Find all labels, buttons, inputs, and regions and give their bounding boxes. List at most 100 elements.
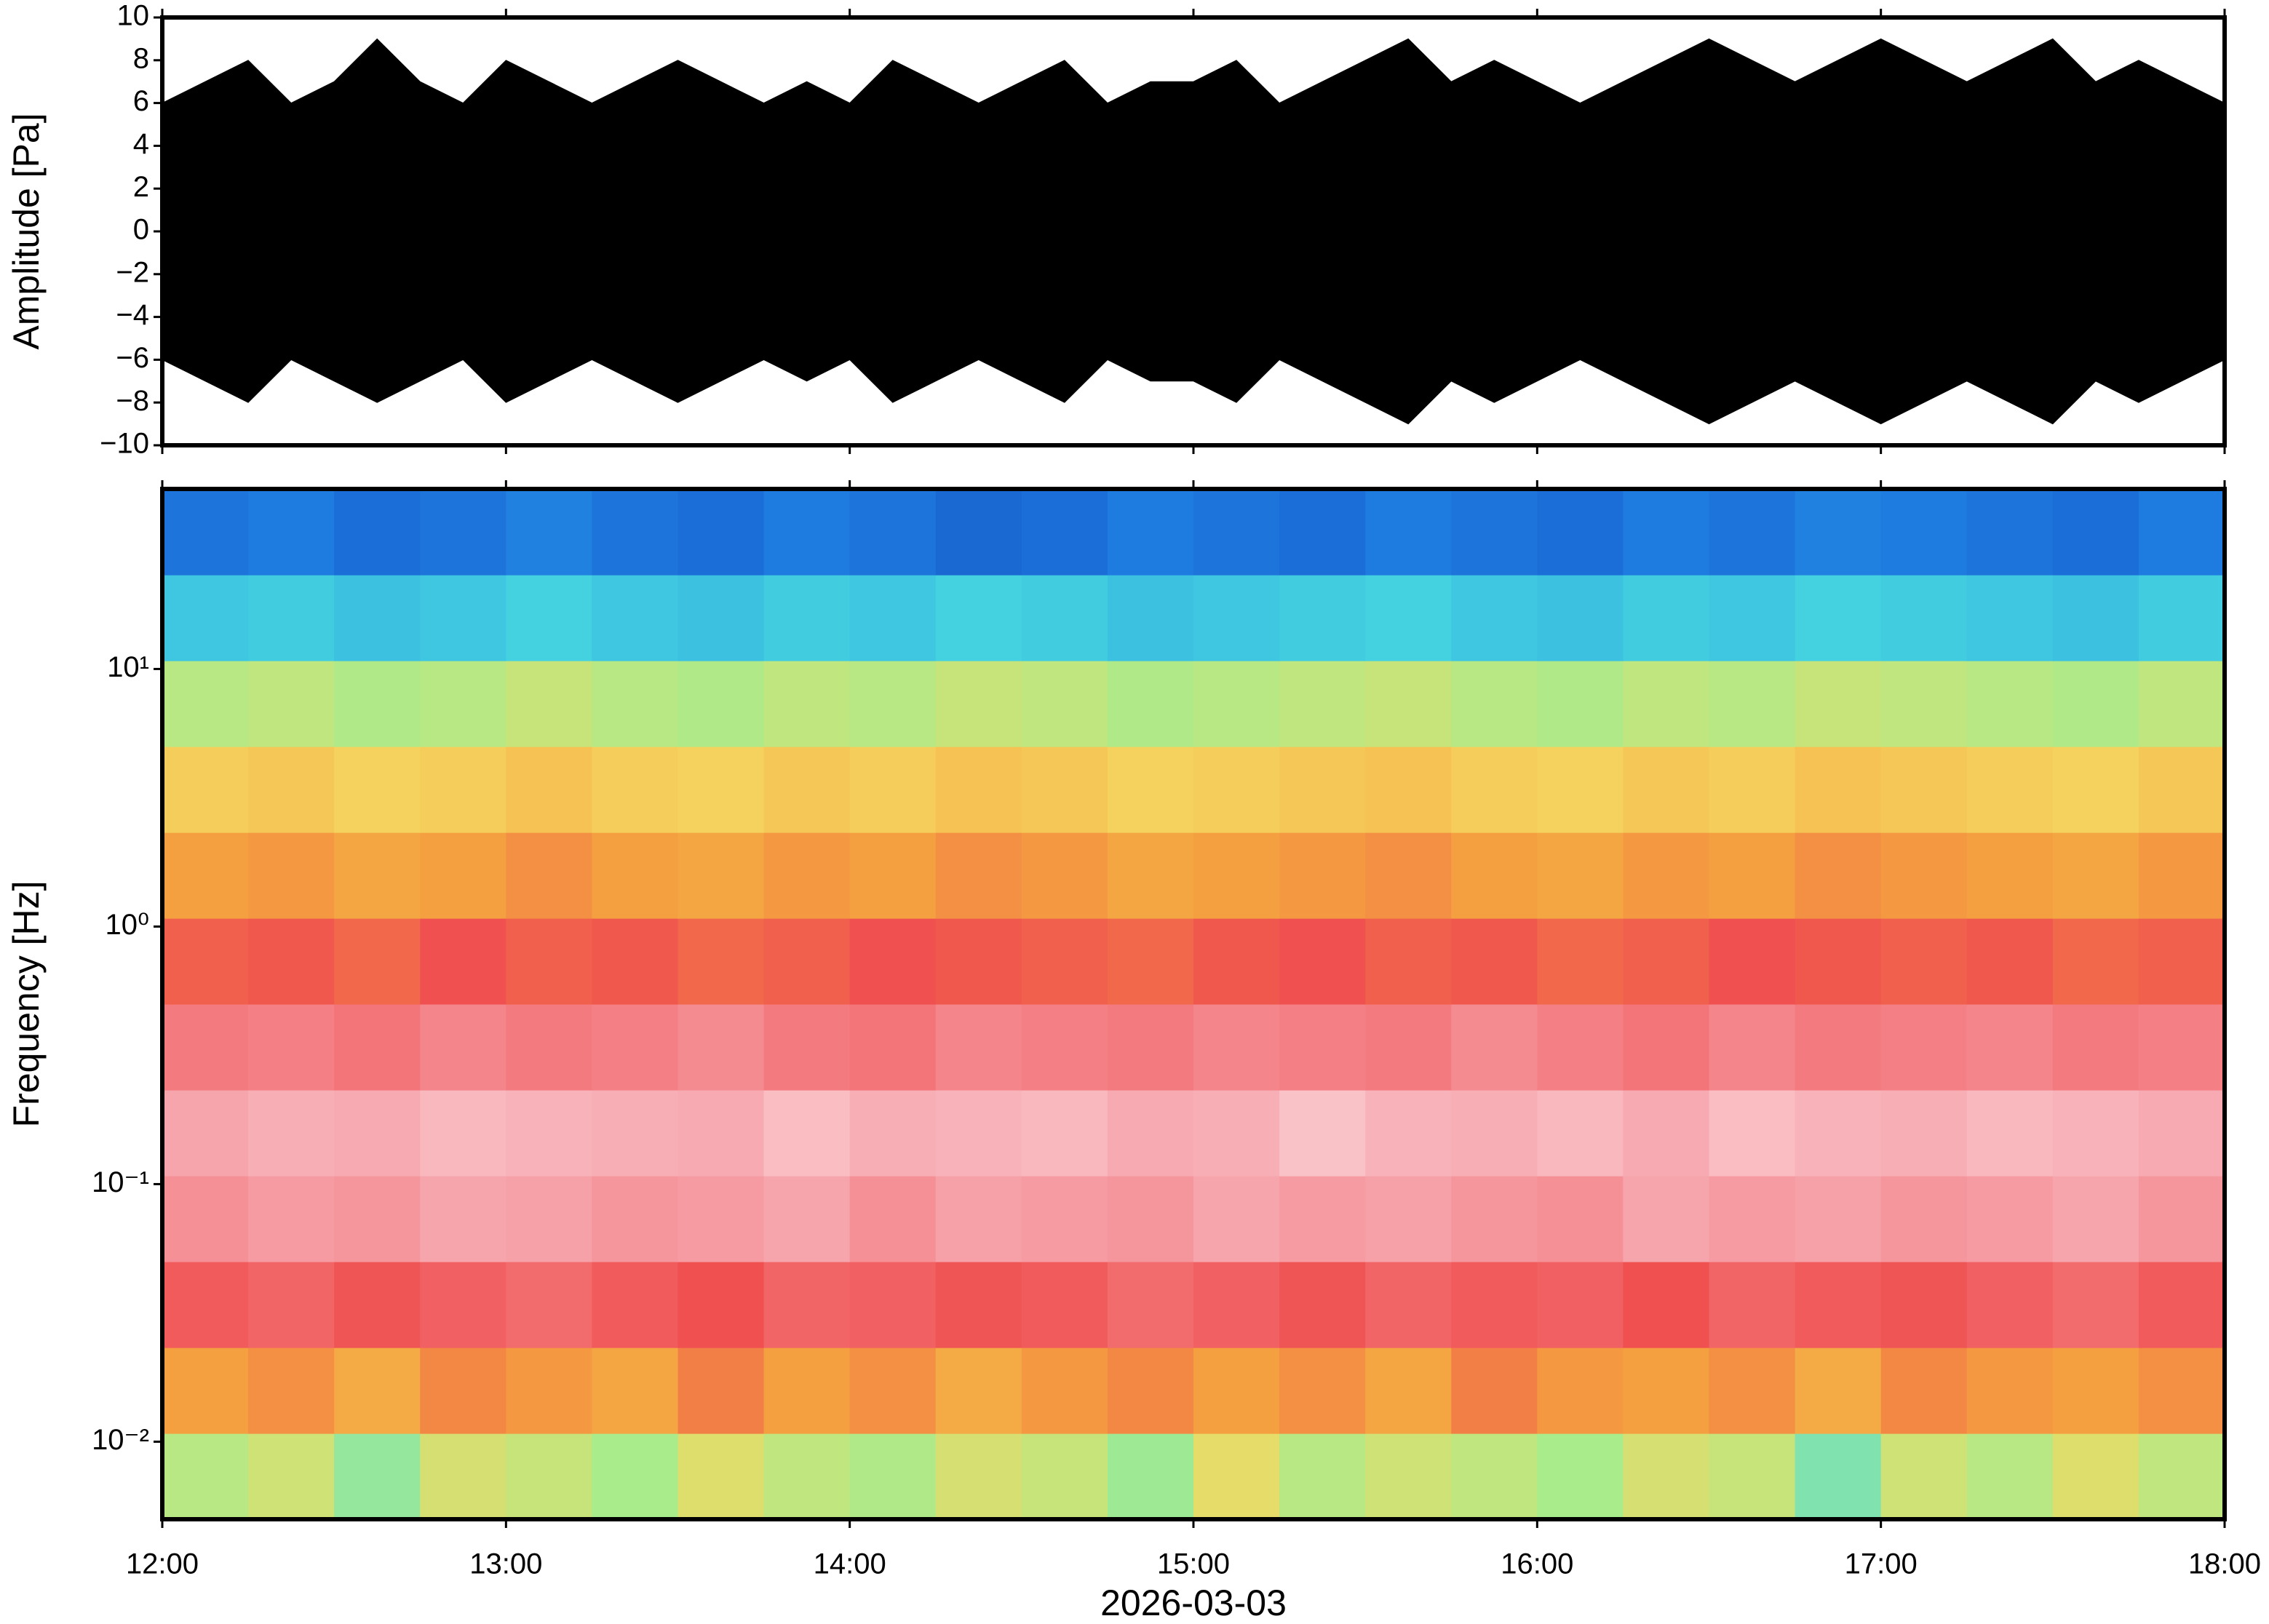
spectrogram-cell <box>1365 1090 1452 1177</box>
spectrogram-cell <box>1451 1090 1538 1177</box>
spectrogram-cell <box>506 918 593 1005</box>
spectrogram-cell <box>1021 832 1108 919</box>
spectrogram-cell <box>1623 1433 1710 1520</box>
spectrogram-cell <box>506 489 593 576</box>
spectrogram-cell <box>334 1433 421 1520</box>
spectrogram-cell <box>248 918 335 1005</box>
spectrogram-cell <box>935 1004 1022 1091</box>
spectrogram-cell <box>506 661 593 747</box>
spectrogram-cell <box>1021 1176 1108 1262</box>
spectrogram-cell <box>2052 747 2139 833</box>
spectrogram-cell <box>2138 661 2225 747</box>
spectrogram-cell <box>1279 575 1366 661</box>
y-axis-label: Frequency [Hz] <box>6 880 47 1127</box>
spectrogram-cell <box>1451 661 1538 747</box>
spectrogram-cell <box>1537 489 1624 576</box>
spectrogram-cell <box>1193 661 1280 747</box>
spectrogram-cell <box>2052 575 2139 661</box>
spectrogram-cell <box>420 1176 506 1262</box>
spectrogram-cell <box>1021 1433 1108 1520</box>
spectrogram-cell <box>677 1090 765 1177</box>
spectrogram-cell <box>2052 1090 2139 1177</box>
spectrogram-cell <box>763 747 851 833</box>
spectrogram-cell <box>1451 1262 1538 1348</box>
spectrogram-cell <box>677 1004 765 1091</box>
spectrogram-cell <box>677 1348 765 1434</box>
spectrogram-cell <box>1795 832 1882 919</box>
spectrogram-cell <box>1279 661 1366 747</box>
spectrogram-cell <box>334 747 421 833</box>
spectrogram-cell <box>1279 489 1366 576</box>
spectrogram-cell <box>1537 1176 1624 1262</box>
waveform-envelope <box>162 231 2225 425</box>
spectrogram-cell <box>2052 832 2139 919</box>
spectrogram-cell <box>1623 832 1710 919</box>
spectrogram-cell <box>1107 489 1194 576</box>
spectrogram-cell <box>1107 1262 1194 1348</box>
spectrogram-cell <box>592 1348 679 1434</box>
spectrogram-cell <box>2052 1176 2139 1262</box>
spectrogram-cell <box>2138 1433 2225 1520</box>
spectrogram-cell <box>1966 832 2054 919</box>
spectrogram-cell <box>1537 575 1624 661</box>
spectrogram-cell <box>1193 575 1280 661</box>
x-tick-label: 14:00 <box>814 1548 886 1580</box>
spectrogram-cell <box>1193 1176 1280 1262</box>
spectrogram-cell <box>1021 575 1108 661</box>
spectrogram-cell <box>1966 1348 2054 1434</box>
spectrogram-cell <box>1365 575 1452 661</box>
spectrogram-cell <box>1279 1348 1366 1434</box>
spectrogram-cell <box>1451 489 1538 576</box>
y-tick-label: −6 <box>116 342 149 374</box>
spectrogram-cell <box>1107 661 1194 747</box>
spectrogram-cell <box>2138 489 2225 576</box>
spectrogram-cell <box>506 1176 593 1262</box>
spectrogram-cell <box>677 747 765 833</box>
spectrogram-cell <box>763 1433 851 1520</box>
spectrogram-cell <box>1537 1004 1624 1091</box>
spectrogram-cell <box>763 575 851 661</box>
spectrogram-cell <box>334 489 421 576</box>
spectrogram-cell <box>1537 918 1624 1005</box>
spectrogram-cell <box>1279 832 1366 919</box>
spectrogram-cell <box>763 1348 851 1434</box>
spectrogram-cell <box>248 832 335 919</box>
spectrogram-cell <box>1279 1090 1366 1177</box>
spectrogram-cell <box>2138 747 2225 833</box>
spectrogram-cell <box>1795 489 1882 576</box>
spectrogram-cell <box>420 1262 506 1348</box>
spectrogram-cell <box>677 489 765 576</box>
spectrogram-cell <box>1021 747 1108 833</box>
spectrogram-cell <box>592 489 679 576</box>
x-tick-label: 18:00 <box>2188 1548 2261 1580</box>
spectrogram-cell <box>248 1433 335 1520</box>
spectrogram-cell <box>763 832 851 919</box>
spectrogram-cell <box>162 832 249 919</box>
spectrogram-cell <box>592 1090 679 1177</box>
spectrogram-cell <box>1880 575 1968 661</box>
spectrogram-cell <box>1966 747 2054 833</box>
spectrogram-cell <box>506 1433 593 1520</box>
spectrogram-cell <box>677 1176 765 1262</box>
spectrogram-cell <box>1966 661 2054 747</box>
spectrogram-cell <box>935 1176 1022 1262</box>
spectrogram-cell <box>1107 1348 1194 1434</box>
spectrogram-cell <box>935 1348 1022 1434</box>
spectrogram-cell <box>1451 747 1538 833</box>
spectrogram-cell <box>1795 1176 1882 1262</box>
spectrogram-cell <box>334 918 421 1005</box>
spectrogram-cell <box>935 489 1022 576</box>
spectrogram-cell <box>1365 661 1452 747</box>
spectrogram-cell <box>592 832 679 919</box>
y-axis-label: Amplitude [Pa] <box>6 113 47 349</box>
spectrogram-cell <box>2052 1262 2139 1348</box>
x-tick-label: 15:00 <box>1157 1548 1230 1580</box>
spectrogram-cell <box>1880 489 1968 576</box>
spectrogram-cell <box>1537 1262 1624 1348</box>
spectrogram-cell <box>1021 918 1108 1005</box>
spectrogram-cell <box>248 661 335 747</box>
spectrogram-cell <box>420 1004 506 1091</box>
spectrogram-cell <box>2138 832 2225 919</box>
spectrogram-cell <box>2138 1090 2225 1177</box>
spectrogram-cell <box>1709 575 1796 661</box>
